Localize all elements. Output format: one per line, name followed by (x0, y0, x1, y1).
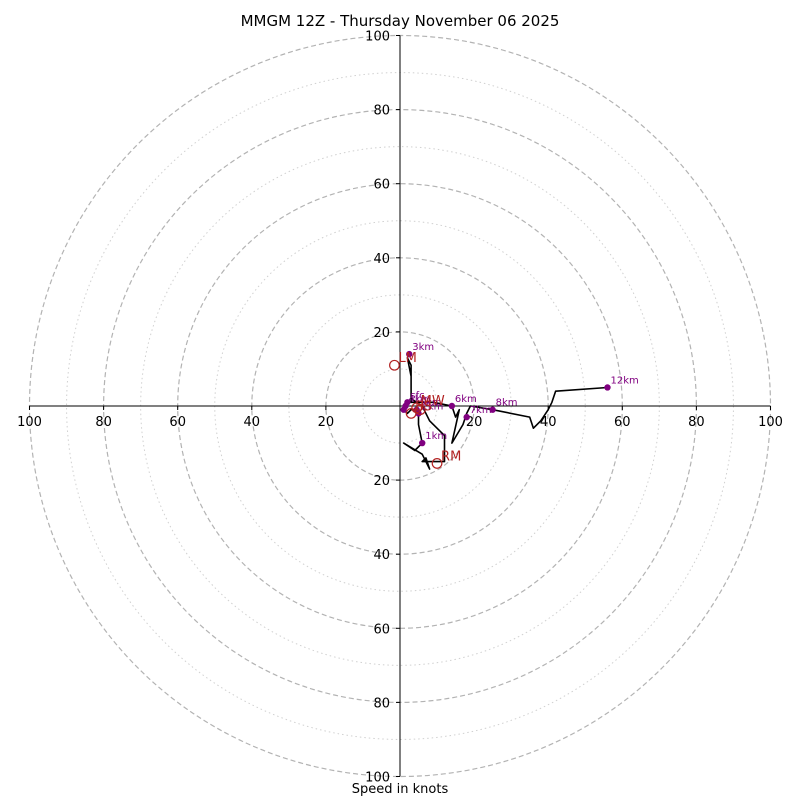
y-tick-label-bottom-100: 100 (365, 771, 390, 786)
x-tick-label-right-20: 20 (466, 415, 483, 430)
x-axis-label: Speed in knots (351, 782, 449, 797)
hodograph-trace (402, 356, 608, 470)
x-tick-label-left-100: 100 (17, 415, 42, 430)
x-tick-label-left-60: 60 (169, 415, 186, 430)
height-label-2km: 2km (422, 401, 444, 412)
x-tick-label-right-100: 100 (758, 415, 783, 430)
height-label-8km: 8km (496, 398, 518, 409)
height-label-5km: 5km (420, 398, 442, 409)
height-label-6km: 6km (455, 394, 477, 405)
height-label-3km: 3km (412, 342, 434, 353)
hodograph-line (402, 356, 608, 470)
storm-marker-BS (405, 408, 417, 419)
height-label-12km: 12km (610, 375, 638, 386)
axes (29, 35, 771, 777)
x-tick-label-left-80: 80 (95, 415, 112, 430)
y-tick-label-bottom-60: 60 (373, 622, 390, 637)
height-label-4km: 4km (409, 394, 431, 405)
y-tick-label-bottom-20: 20 (373, 474, 390, 489)
storm-label-MW: MW (421, 394, 445, 409)
height-marker-12km (604, 384, 611, 391)
height-marker-6km (448, 402, 456, 410)
y-tick-label-top-100: 100 (365, 30, 390, 45)
storm-label-RM: RM (441, 449, 461, 464)
y-tick-label-top-20: 20 (373, 326, 390, 341)
y-tick-label-bottom-80: 80 (373, 696, 390, 711)
storm-marker-LM (389, 359, 400, 371)
storm-marker-RM (431, 458, 443, 469)
height-marker-1km (419, 439, 426, 447)
x-tick-label-right-40: 40 (540, 415, 557, 430)
x-tick-label-left-40: 40 (244, 415, 261, 430)
y-tick-label-top-80: 80 (373, 104, 390, 119)
height-label-1km: 1km (425, 431, 447, 442)
storm-marker-4 (414, 404, 426, 416)
tick-labels: 20 20 20 20 40 40 40 40 60 60 60 60 80 80 80 80 100 100 10… (17, 30, 783, 786)
y-tick-label-top-60: 60 (373, 178, 390, 193)
y-tick-label-bottom-40: 40 (373, 548, 390, 563)
height-marker-8km (489, 406, 496, 413)
storm-label-LM: LM (398, 351, 416, 366)
height-label-7km: 7km (470, 405, 492, 416)
height-marker-3km (406, 350, 413, 358)
height-marker-4km (402, 402, 409, 410)
height-label-sfc: sfc (410, 390, 424, 401)
x-tick-label-right-80: 80 (688, 415, 705, 430)
x-tick-label-right-60: 60 (614, 415, 631, 430)
chart-title: MMGM 12Z - Thursday November 06 2025 (240, 12, 560, 30)
x-tick-label-left-20: 20 (318, 415, 335, 430)
height-marker-7km (463, 413, 470, 421)
y-tick-label-top-40: 40 (373, 252, 390, 267)
